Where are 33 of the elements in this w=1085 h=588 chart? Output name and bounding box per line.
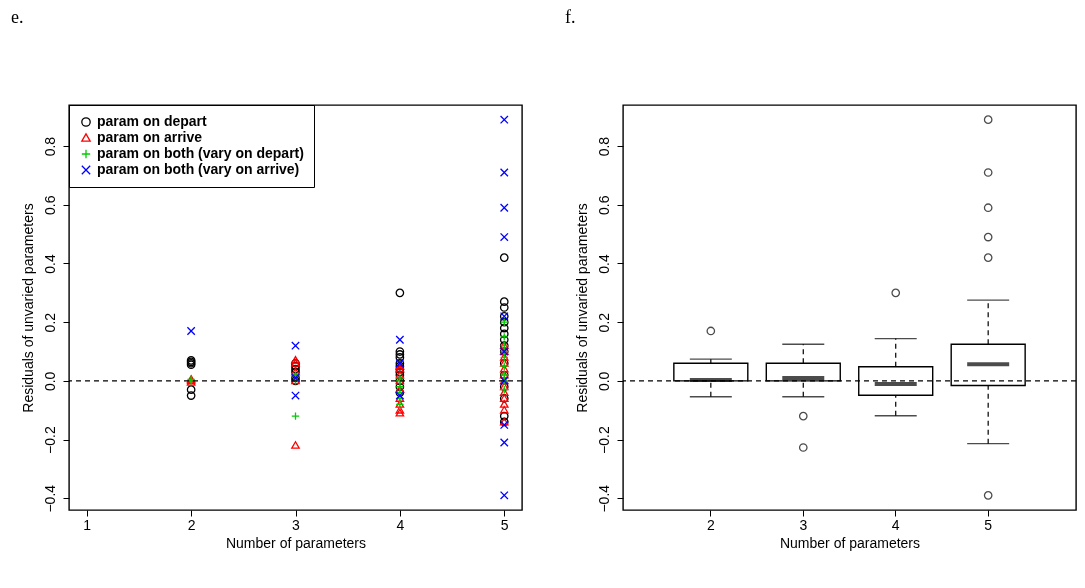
y-tick-label: 0.2 bbox=[595, 312, 612, 333]
chart-title: f. bbox=[565, 7, 576, 27]
x-tick-label: 1 bbox=[83, 516, 92, 533]
x-axis-title: Number of parameters bbox=[225, 534, 367, 551]
x-tick-label: 3 bbox=[292, 516, 301, 533]
y-tick-label: −0.2 bbox=[595, 426, 612, 454]
y-tick-label: 0.8 bbox=[595, 136, 612, 157]
chart-title: e. bbox=[11, 7, 24, 27]
y-tick-label: −0.2 bbox=[41, 426, 58, 454]
legend-label: param on both (vary on arrive) bbox=[97, 161, 300, 177]
x-tick-label: 3 bbox=[799, 516, 808, 533]
y-tick-label: 0.4 bbox=[41, 254, 58, 274]
y-tick-label: 0.6 bbox=[595, 195, 612, 216]
y-tick-label: 0.6 bbox=[41, 195, 58, 216]
x-tick-label: 5 bbox=[984, 516, 993, 533]
legend-label: param on depart bbox=[97, 113, 208, 129]
y-tick-label: 0.8 bbox=[41, 136, 58, 157]
y-tick-label: −0.4 bbox=[595, 484, 612, 513]
y-tick-label: −0.4 bbox=[41, 484, 58, 513]
x-tick-label: 5 bbox=[500, 516, 509, 533]
legend-label: param on arrive bbox=[97, 129, 203, 145]
x-axis-title: Number of parameters bbox=[779, 534, 921, 551]
y-tick-label: 0.2 bbox=[41, 312, 58, 333]
y-axis-title: Residuals of unvaried parameters bbox=[19, 203, 36, 413]
y-axis-title: Residuals of unvaried parameters bbox=[573, 203, 590, 413]
x-tick-label: 4 bbox=[396, 516, 405, 533]
x-tick-label: 2 bbox=[706, 516, 715, 533]
x-tick-label: 4 bbox=[891, 516, 900, 533]
y-tick-label: 0.0 bbox=[595, 371, 612, 392]
legend-label: param on both (vary on depart) bbox=[97, 145, 304, 161]
y-tick-label: 0.4 bbox=[595, 254, 612, 274]
y-tick-label: 0.0 bbox=[41, 371, 58, 392]
x-tick-label: 2 bbox=[187, 516, 196, 533]
